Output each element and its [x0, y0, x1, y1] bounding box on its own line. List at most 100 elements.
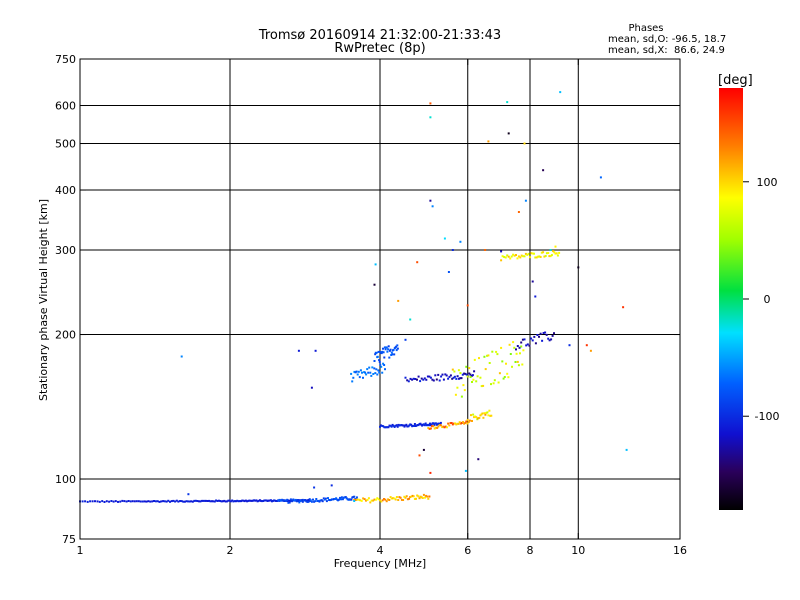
data-point — [507, 255, 510, 258]
data-point — [396, 344, 399, 347]
data-point — [505, 362, 507, 365]
data-point — [98, 500, 101, 503]
data-point — [294, 498, 297, 501]
data-point — [435, 378, 438, 381]
data-point — [127, 500, 130, 502]
data-point — [413, 498, 416, 500]
x-tick-label: 4 — [377, 544, 384, 557]
x-axis-label: Frequency [MHz] — [334, 557, 426, 570]
data-point — [519, 256, 522, 259]
data-point — [513, 254, 516, 257]
data-point — [549, 255, 552, 258]
data-point — [463, 422, 466, 425]
data-point — [94, 500, 96, 503]
data-point — [357, 498, 360, 501]
data-point — [217, 499, 220, 502]
data-point — [263, 499, 266, 502]
data-point — [504, 256, 507, 259]
data-point — [397, 299, 400, 302]
data-point — [377, 350, 380, 353]
data-point — [264, 499, 267, 502]
data-point — [545, 333, 548, 336]
data-point — [395, 496, 398, 498]
data-point — [468, 372, 471, 375]
data-point — [547, 337, 550, 340]
data-point — [422, 448, 425, 451]
data-point — [340, 498, 342, 501]
data-point — [205, 499, 208, 502]
data-point — [369, 371, 372, 374]
y-tick-label: 75 — [62, 533, 76, 546]
data-point — [568, 344, 571, 347]
data-point — [463, 389, 466, 392]
data-point — [187, 500, 190, 503]
data-point — [542, 169, 545, 172]
data-point — [320, 499, 323, 502]
data-point — [229, 500, 232, 503]
data-point — [426, 495, 429, 498]
data-point — [523, 255, 526, 258]
data-point — [235, 500, 237, 503]
data-point — [374, 372, 377, 375]
data-point — [183, 500, 186, 503]
data-point — [411, 494, 414, 497]
y-tick-label: 300 — [55, 244, 76, 257]
y-tick-label: 100 — [55, 473, 76, 486]
data-point — [160, 500, 163, 503]
data-point — [188, 500, 191, 503]
data-point — [359, 499, 362, 502]
data-point — [286, 498, 289, 501]
data-point — [544, 331, 547, 334]
data-point — [413, 423, 416, 425]
data-point — [464, 421, 467, 424]
data-point — [194, 499, 197, 502]
data-point — [457, 422, 460, 425]
data-point — [512, 253, 515, 256]
data-point — [451, 423, 454, 426]
data-point — [310, 386, 313, 389]
data-point — [555, 252, 558, 255]
data-point — [341, 498, 344, 501]
data-point — [416, 494, 419, 497]
data-point — [459, 372, 462, 375]
colorbar-label: [deg] — [718, 73, 753, 88]
data-point — [422, 378, 425, 381]
data-point — [359, 369, 362, 372]
x-tick-label: 8 — [527, 544, 534, 557]
data-point — [475, 380, 478, 383]
data-point — [215, 499, 218, 502]
data-point — [542, 251, 545, 254]
data-point — [473, 416, 476, 419]
data-point — [471, 420, 473, 422]
data-point — [524, 252, 527, 255]
grid-lines — [80, 59, 680, 539]
data-point — [250, 499, 253, 502]
data-point — [299, 500, 302, 502]
data-point — [410, 495, 413, 498]
data-point — [373, 283, 376, 286]
data-point — [448, 375, 451, 378]
data-point — [331, 498, 333, 501]
data-point — [293, 499, 296, 502]
data-point — [469, 373, 472, 376]
data-point — [246, 500, 249, 503]
data-point — [298, 501, 301, 504]
data-point — [388, 356, 391, 359]
data-point — [225, 500, 228, 503]
data-point — [457, 369, 460, 372]
data-point — [543, 255, 546, 258]
data-point — [366, 368, 369, 371]
data-point — [589, 349, 592, 352]
data-point — [228, 499, 231, 502]
data-point — [232, 500, 235, 503]
data-point — [158, 500, 161, 503]
data-point — [464, 469, 467, 472]
data-point — [89, 500, 92, 503]
data-point — [162, 500, 165, 503]
data-point — [554, 252, 557, 255]
data-point — [101, 500, 104, 503]
data-point — [429, 116, 432, 119]
data-point — [417, 424, 420, 427]
data-point — [197, 500, 200, 503]
data-point — [484, 249, 487, 251]
